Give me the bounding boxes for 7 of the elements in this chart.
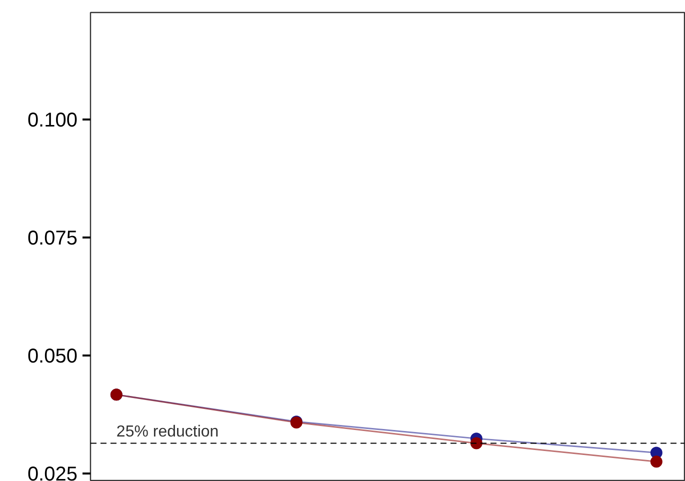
y-tick-label: 0.075 bbox=[27, 228, 78, 250]
point bbox=[470, 437, 482, 450]
y-tick-label: 0.100 bbox=[27, 110, 78, 132]
ref-line-label: 25% reduction bbox=[116, 423, 219, 440]
y-tick-label: 0.025 bbox=[27, 463, 78, 481]
point bbox=[650, 456, 662, 468]
y-tick-label: 0.050 bbox=[27, 346, 78, 368]
